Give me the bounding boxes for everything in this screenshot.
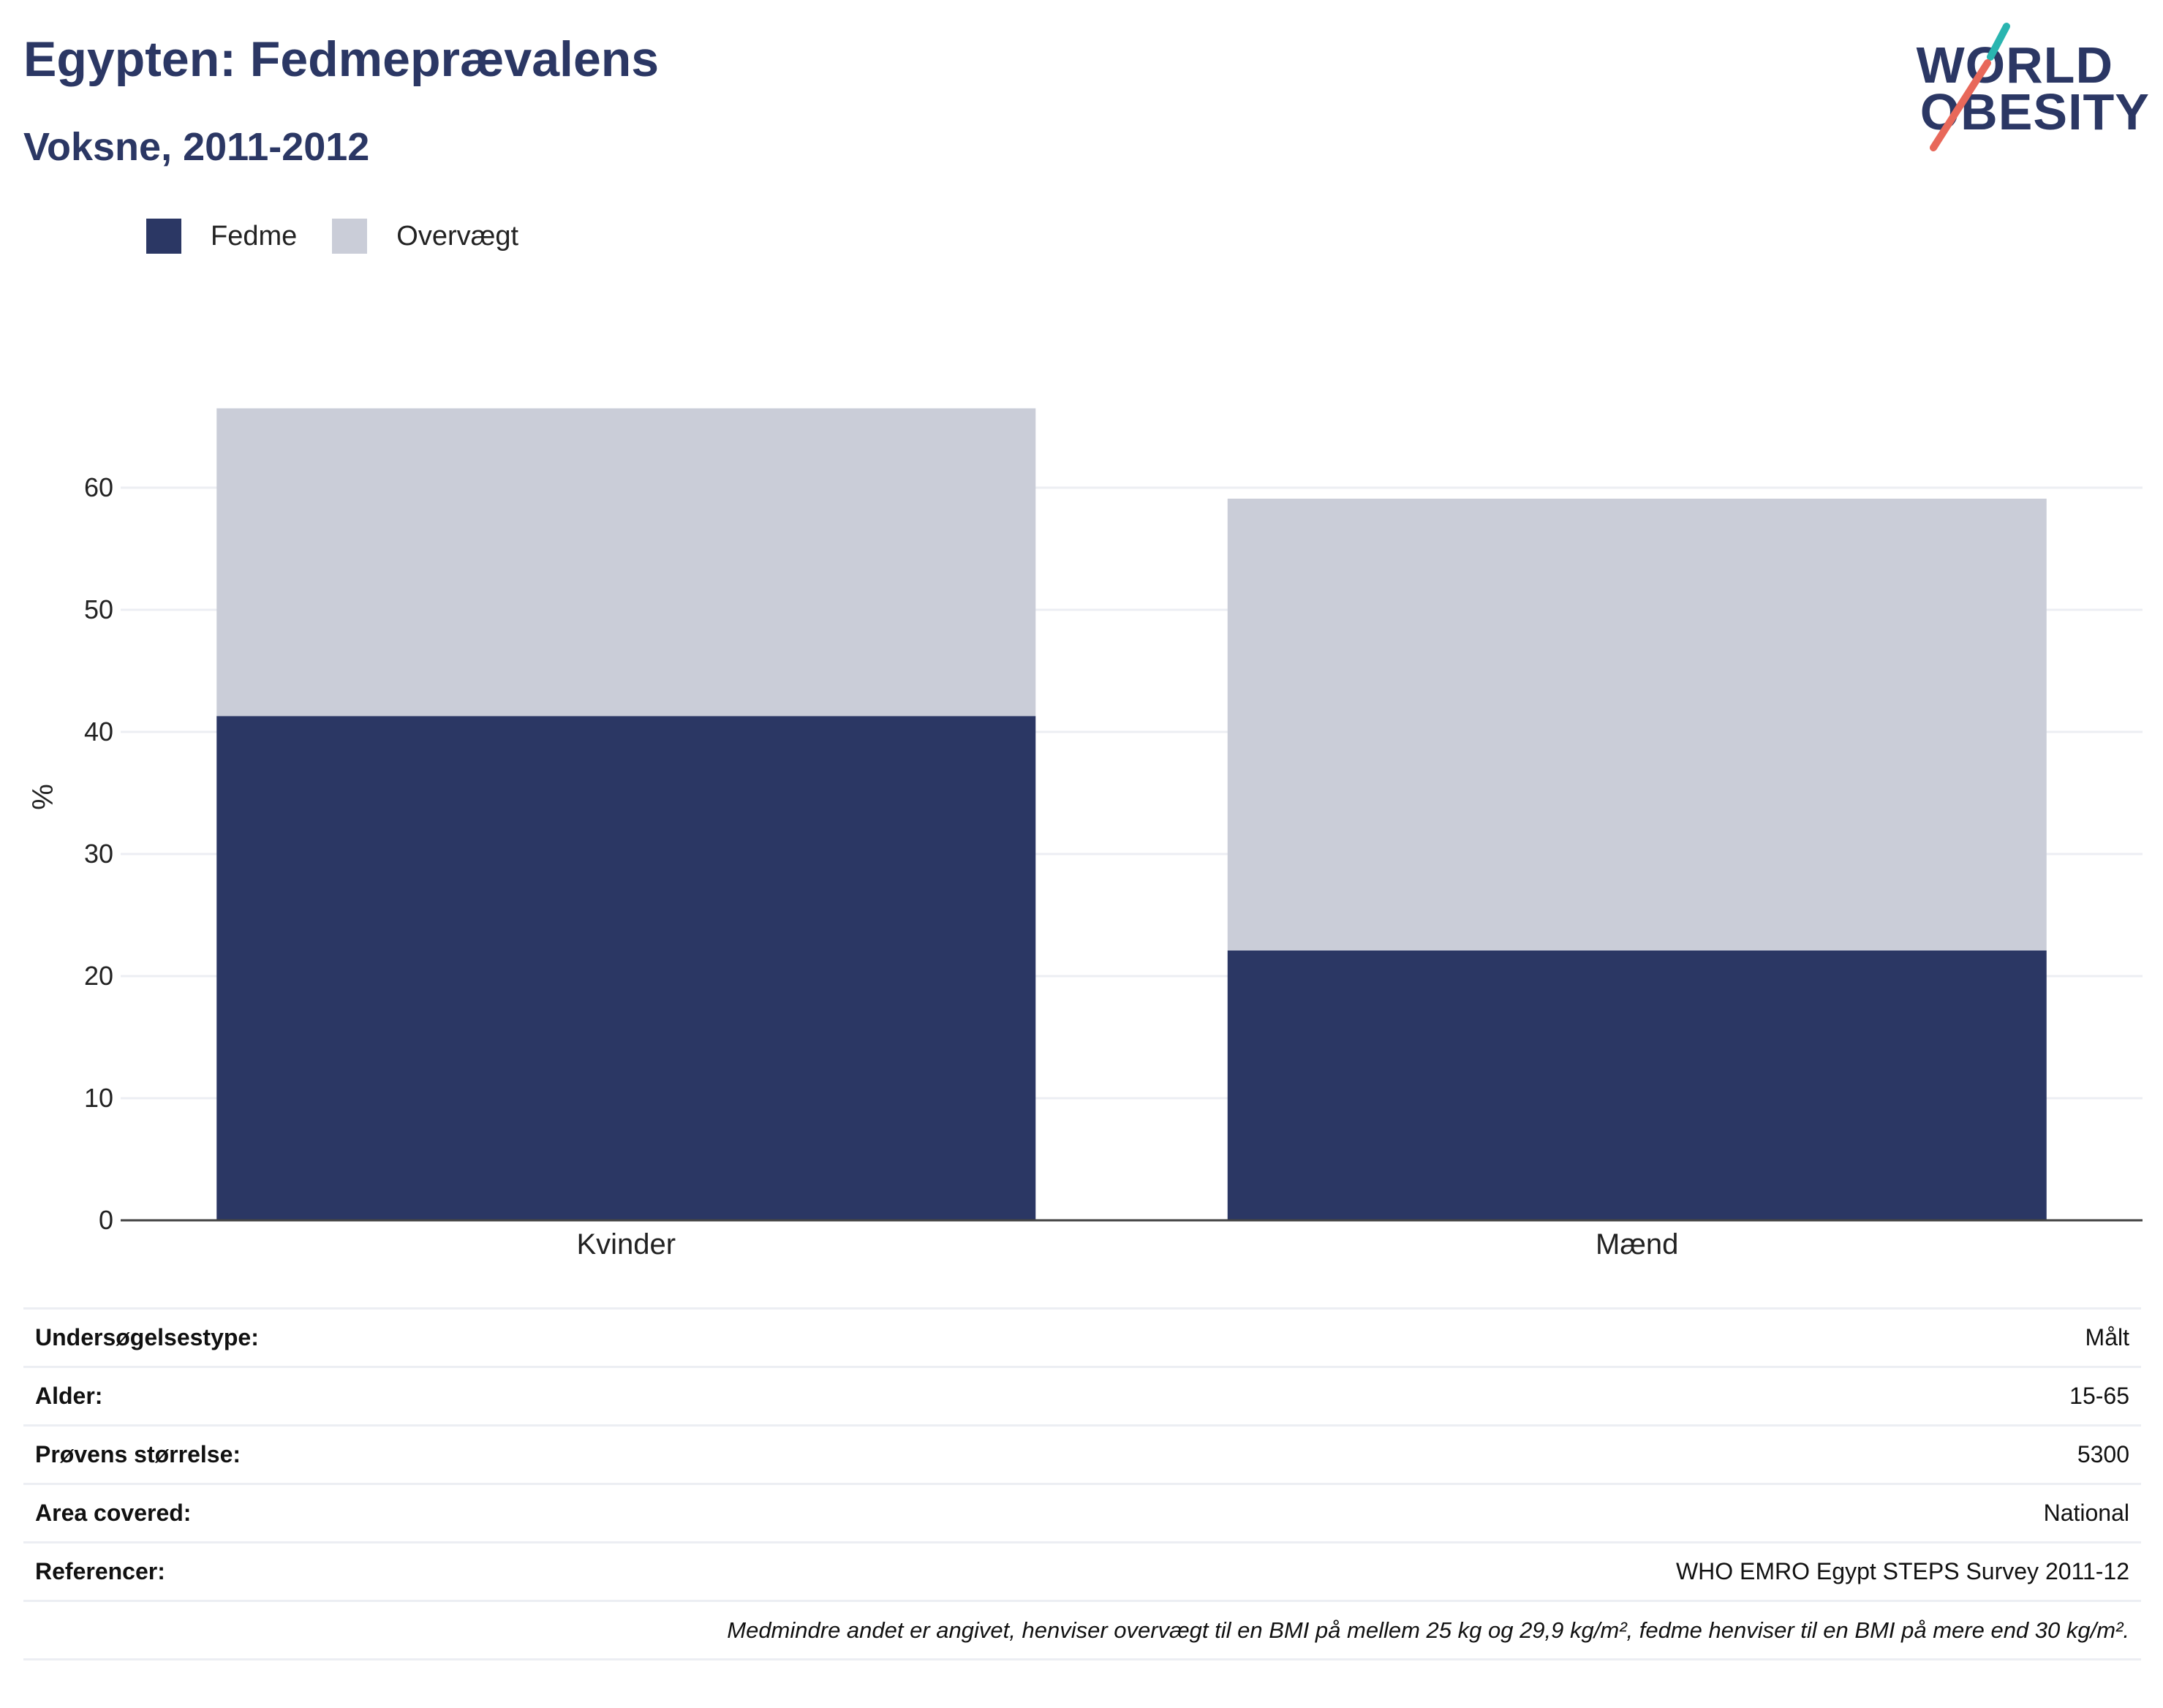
y-axis-title: %	[27, 784, 59, 810]
chart-legend: Fedme Overvægt	[146, 218, 554, 254]
info-row-sample-size: Prøvens størrelse: 5300	[23, 1427, 2141, 1485]
survey-info-table: Undersøgelsestype: Målt Alder: 15-65 Prø…	[23, 1307, 2141, 1660]
stacked-bar-chart: 0 10 20 30 40 50 60 Kvinder Mænd %	[27, 408, 2143, 1261]
info-key: Alder:	[35, 1383, 103, 1409]
y-tick-label: 40	[84, 717, 113, 747]
info-key: Prøvens størrelse:	[35, 1441, 241, 1467]
info-key: Undersøgelsestype:	[35, 1324, 259, 1350]
x-category-label: Mænd	[1596, 1228, 1678, 1261]
info-value: WHO EMRO Egypt STEPS Survey 2011-12	[1675, 1558, 2129, 1584]
info-value: 5300	[2077, 1441, 2129, 1467]
info-value: Målt	[2085, 1324, 2129, 1350]
y-tick-label: 30	[84, 839, 113, 869]
legend-item-fedme[interactable]: Fedme	[146, 219, 297, 254]
legend-swatch-fedme	[146, 219, 181, 254]
info-value: 15-65	[2069, 1383, 2129, 1409]
x-category-label: Kvinder	[576, 1228, 676, 1261]
info-row-survey-type: Undersøgelsestype: Målt	[23, 1310, 2141, 1368]
axes: 0 10 20 30 40 50 60 Kvinder Mænd	[84, 472, 2143, 1261]
bars	[216, 408, 2047, 1220]
logo-text-world: WORLD	[1916, 37, 2113, 94]
info-key: Referencer:	[35, 1558, 165, 1584]
bar-fedme-kvinder[interactable]	[216, 716, 1036, 1220]
y-tick-label: 20	[84, 961, 113, 991]
info-value: National	[2043, 1500, 2129, 1526]
bar-fedme-m-nd[interactable]	[1227, 950, 2047, 1220]
info-row-age: Alder: 15-65	[23, 1368, 2141, 1427]
page-title: Egypten: Fedmeprævalens	[23, 31, 660, 87]
info-row-references: Referencer: WHO EMRO Egypt STEPS Survey …	[23, 1543, 2141, 1602]
legend-item-overvaegt[interactable]: Overvægt	[332, 219, 518, 254]
y-tick-label: 60	[84, 472, 113, 502]
definition-note: Medmindre andet er angivet, henviser ove…	[23, 1602, 2141, 1660]
legend-label-fedme: Fedme	[211, 220, 298, 252]
world-obesity-logo: WORLD OBESITY	[1909, 22, 2150, 154]
page-subtitle: Voksne, 2011-2012	[23, 125, 370, 169]
info-key: Area covered:	[35, 1500, 192, 1526]
y-tick-label: 50	[84, 594, 113, 624]
legend-swatch-overvaegt	[332, 219, 368, 254]
bar-overv-gt-m-nd[interactable]	[1227, 499, 2047, 951]
info-row-area: Area covered: National	[23, 1485, 2141, 1543]
y-tick-label: 0	[99, 1205, 113, 1235]
bar-overv-gt-kvinder[interactable]	[216, 408, 1036, 717]
legend-label-overvaegt: Overvægt	[396, 220, 519, 252]
logo-slash-icon	[1930, 23, 2010, 151]
y-tick-label: 10	[84, 1083, 113, 1113]
